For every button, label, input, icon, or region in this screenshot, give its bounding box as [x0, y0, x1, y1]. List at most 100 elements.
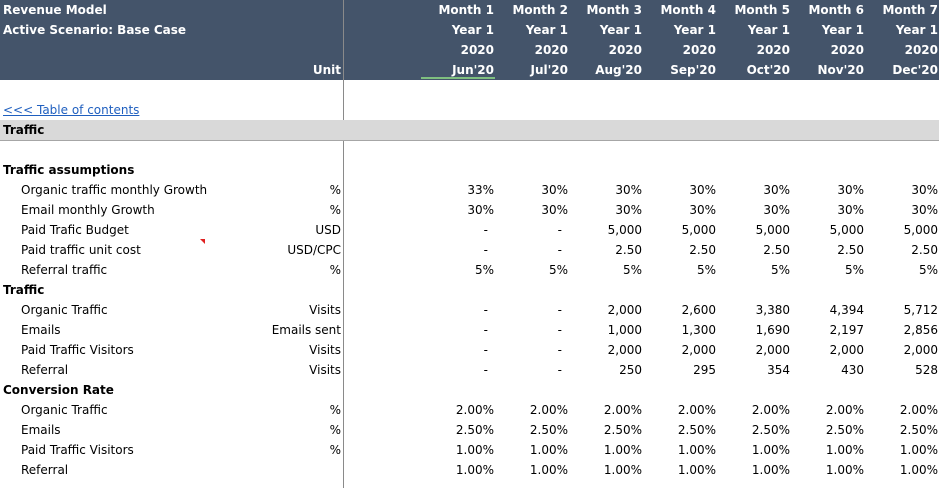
value-cell[interactable]: 5% — [474, 263, 494, 277]
value-cell[interactable]: 250 — [619, 363, 642, 377]
row-unit[interactable]: % — [329, 443, 341, 457]
month-4-name[interactable]: Month 4 — [660, 3, 716, 17]
value-cell[interactable]: 2,197 — [829, 323, 864, 337]
comment-indicator-icon[interactable] — [200, 239, 205, 244]
month-3-date[interactable]: Aug'20 — [595, 63, 642, 77]
value-cell[interactable]: 1.00% — [751, 443, 790, 457]
value-cell[interactable]: 2,000 — [607, 303, 642, 317]
value-cell[interactable]: 1.00% — [455, 443, 494, 457]
row-label[interactable]: Referral traffic — [21, 263, 108, 277]
value-cell[interactable]: - — [483, 323, 488, 337]
value-cell[interactable]: 3,380 — [755, 303, 790, 317]
row-unit[interactable]: % — [329, 203, 341, 217]
month-2-cal[interactable]: 2020 — [534, 43, 568, 57]
section-title[interactable]: Traffic — [3, 123, 45, 137]
value-cell[interactable]: 1.00% — [751, 463, 790, 477]
value-cell[interactable]: - — [557, 363, 562, 377]
month-7-year[interactable]: Year 1 — [895, 23, 938, 37]
row-label[interactable]: Referral — [21, 363, 69, 377]
month-5-date[interactable]: Oct'20 — [746, 63, 790, 77]
row-unit[interactable]: % — [329, 263, 341, 277]
value-cell[interactable]: 2.00% — [603, 403, 642, 417]
value-cell[interactable]: 30% — [689, 203, 716, 217]
row-unit[interactable]: % — [329, 423, 341, 437]
month-4-cal[interactable]: 2020 — [682, 43, 716, 57]
value-cell[interactable]: - — [557, 303, 562, 317]
value-cell[interactable]: 5% — [918, 263, 938, 277]
month-6-cal[interactable]: 2020 — [830, 43, 864, 57]
row-label[interactable]: Emails — [21, 323, 61, 337]
value-cell[interactable]: - — [557, 323, 562, 337]
value-cell[interactable]: 30% — [763, 203, 790, 217]
value-cell[interactable]: 2.50 — [689, 243, 716, 257]
month-1-year[interactable]: Year 1 — [451, 23, 494, 37]
value-cell[interactable]: 2.00% — [529, 403, 568, 417]
month-2-name[interactable]: Month 2 — [512, 3, 568, 17]
value-cell[interactable]: 5% — [770, 263, 790, 277]
row-unit[interactable]: % — [329, 403, 341, 417]
value-cell[interactable]: 354 — [767, 363, 790, 377]
value-cell[interactable]: 1.00% — [603, 443, 642, 457]
group-label[interactable]: Traffic — [3, 283, 45, 297]
value-cell[interactable]: 5,000 — [903, 223, 938, 237]
value-cell[interactable]: 2.50% — [751, 423, 790, 437]
month-6-year[interactable]: Year 1 — [821, 23, 864, 37]
row-label[interactable]: Email monthly Growth — [21, 203, 155, 217]
row-label[interactable]: Paid Traffic Visitors — [21, 343, 134, 357]
value-cell[interactable]: 4,394 — [829, 303, 864, 317]
value-cell[interactable]: - — [483, 363, 488, 377]
value-cell[interactable]: - — [483, 343, 488, 357]
value-cell[interactable]: 1.00% — [529, 443, 568, 457]
value-cell[interactable]: - — [557, 223, 562, 237]
value-cell[interactable]: 2.50% — [677, 423, 716, 437]
month-7-cal[interactable]: 2020 — [904, 43, 938, 57]
value-cell[interactable]: 2.50 — [763, 243, 790, 257]
value-cell[interactable]: - — [483, 223, 488, 237]
value-cell[interactable]: 2.00% — [455, 403, 494, 417]
value-cell[interactable]: 30% — [615, 183, 642, 197]
value-cell[interactable]: 430 — [841, 363, 864, 377]
value-cell[interactable]: 2.00% — [677, 403, 716, 417]
value-cell[interactable]: 30% — [467, 203, 494, 217]
value-cell[interactable]: 30% — [541, 203, 568, 217]
month-7-date[interactable]: Dec'20 — [892, 63, 938, 77]
value-cell[interactable]: 1,000 — [607, 323, 642, 337]
value-cell[interactable]: 2,000 — [903, 343, 938, 357]
value-cell[interactable]: 2,856 — [903, 323, 938, 337]
month-1-name[interactable]: Month 1 — [438, 3, 494, 17]
value-cell[interactable]: 5,000 — [681, 223, 716, 237]
month-4-date[interactable]: Sep'20 — [670, 63, 716, 77]
active-scenario[interactable]: Active Scenario: Base Case — [3, 23, 187, 37]
value-cell[interactable]: 5% — [622, 263, 642, 277]
value-cell[interactable]: 1.00% — [825, 463, 864, 477]
value-cell[interactable]: - — [483, 303, 488, 317]
month-1-cal[interactable]: 2020 — [460, 43, 494, 57]
value-cell[interactable]: 33% — [467, 183, 494, 197]
month-3-cal[interactable]: 2020 — [608, 43, 642, 57]
value-cell[interactable]: - — [557, 343, 562, 357]
value-cell[interactable]: 30% — [689, 183, 716, 197]
value-cell[interactable]: - — [557, 243, 562, 257]
month-3-name[interactable]: Month 3 — [586, 3, 642, 17]
row-unit[interactable]: Visits — [309, 343, 341, 357]
month-4-year[interactable]: Year 1 — [673, 23, 716, 37]
value-cell[interactable]: 5,000 — [755, 223, 790, 237]
value-cell[interactable]: 1.00% — [677, 463, 716, 477]
value-cell[interactable]: 30% — [615, 203, 642, 217]
value-cell[interactable]: 2,000 — [755, 343, 790, 357]
value-cell[interactable]: 2.50 — [837, 243, 864, 257]
month-2-year[interactable]: Year 1 — [525, 23, 568, 37]
value-cell[interactable]: 1.00% — [899, 463, 938, 477]
value-cell[interactable]: 5,712 — [903, 303, 938, 317]
row-unit[interactable]: USD/CPC — [287, 243, 341, 257]
value-cell[interactable]: 2.00% — [825, 403, 864, 417]
row-label[interactable]: Organic traffic monthly Growth — [21, 183, 208, 197]
value-cell[interactable]: 2.50 — [911, 243, 938, 257]
value-cell[interactable]: 1,300 — [681, 323, 716, 337]
value-cell[interactable]: 1.00% — [899, 443, 938, 457]
group-label[interactable]: Conversion Rate — [3, 383, 114, 397]
value-cell[interactable]: 30% — [911, 183, 938, 197]
month-6-date[interactable]: Nov'20 — [817, 63, 864, 77]
row-label[interactable]: Organic Traffic — [21, 403, 108, 417]
month-3-year[interactable]: Year 1 — [599, 23, 642, 37]
